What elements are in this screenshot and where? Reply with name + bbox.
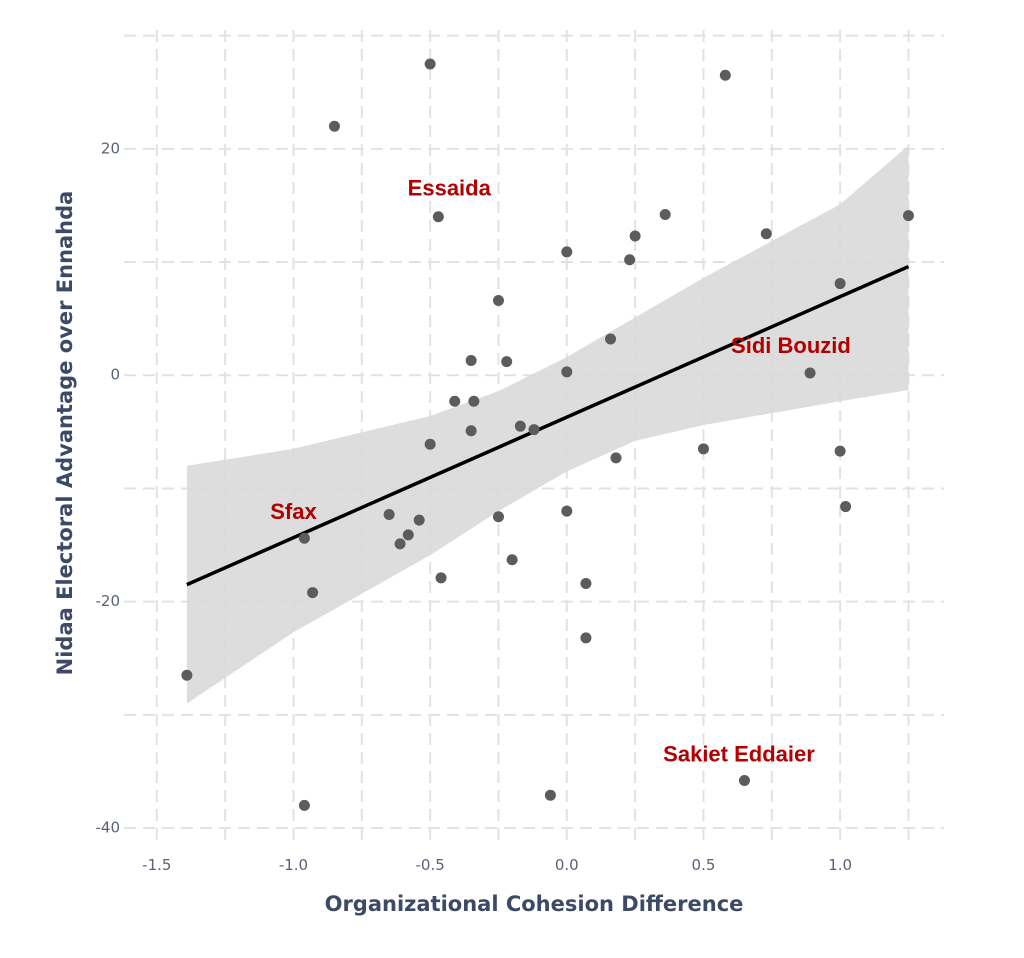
data-point	[424, 438, 436, 450]
data-point	[840, 501, 852, 513]
x-tick-label: -1.5	[142, 856, 171, 874]
annotation-label: Sfax	[270, 499, 317, 524]
data-point	[659, 209, 671, 221]
data-point	[580, 578, 592, 590]
tick-labels: -1.5 -1.0 -0.5 0.0 0.5 1.0 -40 -20 0 20	[96, 139, 853, 874]
x-tick-label: 0.0	[555, 856, 579, 874]
data-point	[610, 452, 622, 464]
data-point	[719, 69, 731, 81]
data-point	[298, 799, 310, 811]
data-point	[697, 443, 709, 455]
annotation-label: Essaida	[408, 175, 492, 200]
data-point	[514, 420, 526, 432]
data-point	[834, 278, 846, 290]
data-point	[492, 295, 504, 307]
data-point	[328, 120, 340, 132]
data-point	[181, 669, 193, 681]
y-tick-label: 0	[110, 366, 120, 384]
data-point	[307, 587, 319, 599]
y-axis-title: Nidaa Electoral Advantage over Ennahda	[53, 191, 77, 676]
data-point	[298, 532, 310, 544]
x-axis-title: Organizational Cohesion Difference	[325, 892, 744, 916]
annotation-label: Sidi Bouzid	[731, 333, 851, 358]
regression-line	[186, 264, 910, 587]
annotation-label: Sakiet Eddaier	[663, 741, 815, 766]
data-point	[424, 58, 436, 70]
data-point	[506, 554, 518, 566]
x-tick-label: 1.0	[828, 856, 852, 874]
data-point	[432, 211, 444, 223]
data-point	[760, 228, 772, 240]
fit-line-layer	[186, 264, 910, 587]
x-tick-label: 0.5	[692, 856, 716, 874]
data-point	[501, 356, 513, 368]
y-tick-label: -20	[96, 592, 121, 610]
data-points	[181, 58, 914, 811]
data-point	[624, 254, 636, 266]
data-point	[383, 508, 395, 520]
data-point	[528, 424, 540, 436]
data-point	[902, 210, 914, 222]
data-point	[413, 514, 425, 526]
annotations: Essaida Sidi Bouzid Sfax Sakiet Eddaier	[270, 175, 851, 766]
data-point	[402, 529, 414, 541]
y-tick-label: -40	[96, 819, 121, 837]
data-point	[544, 789, 556, 801]
x-tick-label: -1.0	[279, 856, 308, 874]
data-point	[738, 774, 750, 786]
data-point	[580, 632, 592, 644]
data-point	[465, 355, 477, 367]
data-point	[605, 333, 617, 345]
data-point	[629, 230, 641, 242]
data-point	[468, 395, 480, 407]
data-point	[465, 425, 477, 437]
x-tick-label: -0.5	[415, 856, 444, 874]
data-point	[561, 366, 573, 378]
data-point	[435, 572, 447, 584]
data-point	[561, 505, 573, 517]
data-point	[492, 511, 504, 523]
data-point	[834, 445, 846, 457]
data-point	[804, 367, 816, 379]
data-point	[449, 395, 461, 407]
data-point	[394, 538, 406, 550]
y-tick-label: 20	[101, 139, 120, 157]
data-point	[561, 246, 573, 258]
